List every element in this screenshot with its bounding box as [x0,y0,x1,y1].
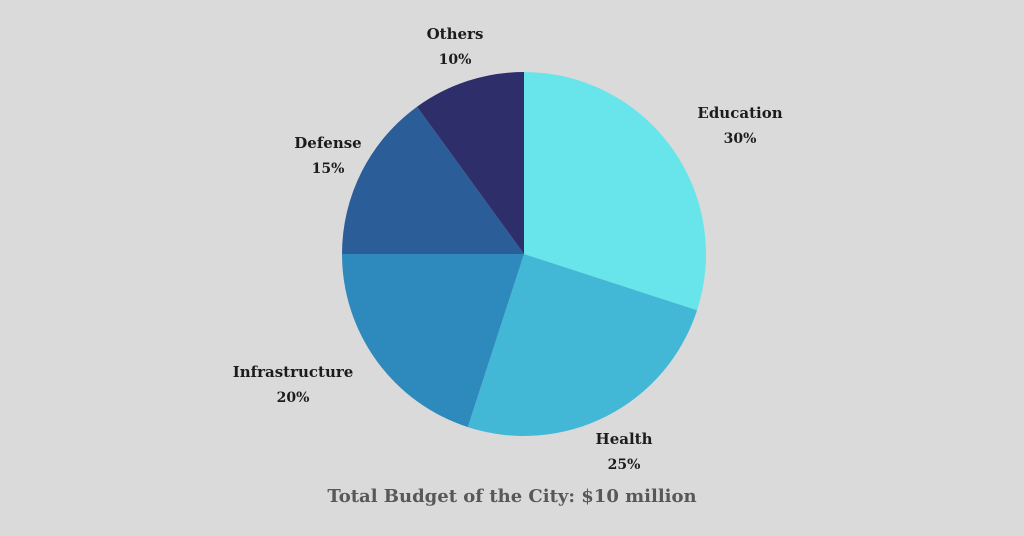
pie-slice-others [417,72,524,254]
chart-caption: Total Budget of the City: $10 million [327,486,697,507]
slice-value-health: 25% [608,457,641,473]
slice-label-others: Others [427,25,484,43]
slice-value-education: 30% [724,131,757,147]
slice-value-infrastructure: 20% [277,390,310,406]
slice-value-defense: 15% [312,161,345,177]
pie-slice-infrastructure [342,254,524,428]
slice-label-defense: Defense [294,134,361,152]
pie-slice-education [524,72,706,311]
slice-label-health: Health [596,430,653,448]
slice-value-others: 10% [439,52,472,68]
slice-label-infrastructure: Infrastructure [233,363,354,381]
slice-label-education: Education [697,104,782,122]
pie-slice-health [467,254,698,436]
pie-slice-defense [342,106,524,254]
